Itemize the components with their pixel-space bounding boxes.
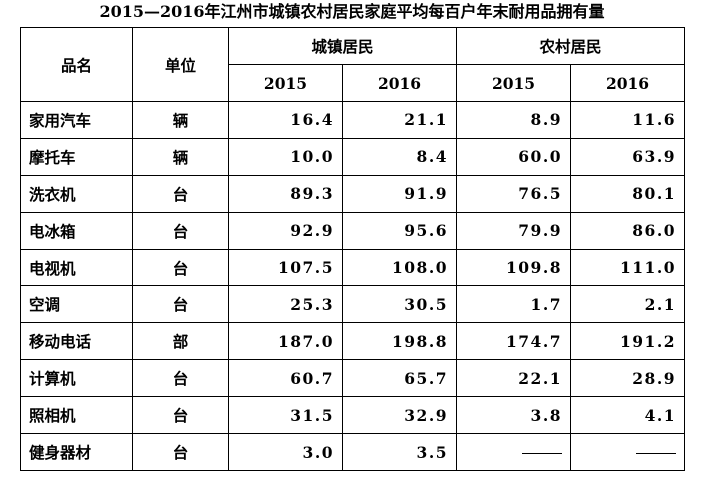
item-name-cell: 照相机	[20, 396, 133, 435]
table-row: 健身器材台 3.0 3.5	[20, 433, 686, 471]
header-row-2: 2015 2016 2015 2016	[21, 64, 686, 102]
header-unit: 单位	[132, 27, 229, 102]
rural-2015-cell	[456, 433, 572, 471]
rural-2016-cell: 4.1	[570, 396, 686, 435]
item-name-cell: 洗衣机	[20, 174, 133, 213]
urban-2015-cell: 89.3	[228, 174, 343, 213]
rural-2015-cell: 1.7	[456, 285, 572, 324]
rural-2015-cell: 3.8	[456, 396, 572, 435]
unit-cell: 台	[132, 433, 229, 471]
urban-2015-cell: 25.3	[228, 285, 343, 324]
rural-2016-cell: 63.9	[570, 137, 686, 176]
urban-2015-cell: 60.7	[228, 359, 343, 398]
unit-cell: 台	[132, 396, 229, 435]
unit-cell: 部	[132, 322, 229, 361]
item-name-cell: 计算机	[20, 359, 133, 398]
table-row: 空调台 25.3 30.5 1.7 2.1	[20, 285, 686, 324]
rural-2015-cell: 174.7	[456, 322, 572, 361]
unit-cell: 台	[132, 248, 229, 287]
header-urban: 城镇居民	[227, 27, 458, 65]
urban-2016-cell: 3.5	[341, 433, 458, 471]
header-year-urban-2016: 2016	[341, 64, 458, 102]
rural-2016-cell: 11.6	[570, 101, 686, 139]
header-item: 品名	[20, 27, 133, 102]
rural-2015-cell: 60.0	[456, 137, 572, 176]
rural-2015-cell: 79.9	[456, 211, 572, 250]
urban-2015-cell: 92.9	[228, 211, 343, 250]
urban-2016-cell: 95.6	[341, 211, 458, 250]
item-name-cell: 家用汽车	[20, 101, 133, 139]
rural-2016-cell: 111.0	[570, 248, 686, 287]
table-row: 计算机台 60.7 65.7 22.1 28.9	[20, 359, 686, 398]
no-data-dash	[522, 453, 563, 454]
item-name-cell: 电冰箱	[20, 211, 133, 250]
item-name-cell: 电视机	[20, 248, 133, 287]
table-row: 家用汽车辆 16.4 21.1 8.9 11.6	[20, 101, 686, 139]
header-year-urban-2015: 2015	[228, 64, 343, 102]
rural-2015-cell: 76.5	[456, 174, 572, 213]
unit-cell: 台	[132, 211, 229, 250]
unit-cell: 台	[132, 285, 229, 324]
header-year-rural-2015: 2015	[456, 64, 572, 102]
rural-2015-cell: 109.8	[456, 248, 572, 287]
table-row: 电视机台 107.5 108.0 109.8 111.0	[20, 248, 686, 287]
unit-cell: 辆	[132, 101, 229, 139]
unit-cell: 辆	[132, 137, 229, 176]
urban-2015-cell: 3.0	[228, 433, 343, 471]
header-year-rural-2016: 2016	[570, 64, 686, 102]
table-row: 照相机台 31.5 32.9 3.8 4.1	[20, 396, 686, 435]
rural-2016-cell: 2.1	[570, 285, 686, 324]
durables-table: 品名 单位 城镇居民 农村居民 2015 2016 2015 2016 家用汽车…	[20, 27, 686, 471]
header-rural: 农村居民	[456, 27, 686, 65]
urban-2016-cell: 32.9	[341, 396, 458, 435]
rural-2015-cell: 22.1	[456, 359, 572, 398]
rural-2016-cell	[570, 433, 686, 471]
header-row-1: 品名 单位 城镇居民 农村居民	[20, 27, 686, 102]
rural-2015-cell: 8.9	[456, 101, 572, 139]
rural-2016-cell: 28.9	[570, 359, 686, 398]
urban-2016-cell: 21.1	[341, 101, 458, 139]
table-row: 移动电话部 187.0 198.8 174.7 191.2	[20, 322, 686, 361]
item-name-cell: 空调	[20, 285, 133, 324]
item-name-cell: 摩托车	[20, 137, 133, 176]
urban-2016-cell: 8.4	[341, 137, 458, 176]
table-title: 2015—2016年江州市城镇农村居民家庭平均每百户年末耐用品拥有量	[99, 2, 605, 21]
table-row: 洗衣机台 89.3 91.9 76.5 80.1	[20, 174, 686, 213]
unit-cell: 台	[132, 359, 229, 398]
urban-2015-cell: 187.0	[228, 322, 343, 361]
urban-2015-cell: 16.4	[228, 101, 343, 139]
rural-2016-cell: 80.1	[570, 174, 686, 213]
unit-cell: 台	[132, 174, 229, 213]
table-row: 摩托车辆 10.0 8.4 60.0 63.9	[20, 137, 686, 176]
urban-2015-cell: 107.5	[228, 248, 343, 287]
urban-2016-cell: 91.9	[341, 174, 458, 213]
item-name-cell: 健身器材	[20, 433, 133, 471]
rural-2016-cell: 86.0	[570, 211, 686, 250]
urban-2016-cell: 30.5	[341, 285, 458, 324]
urban-2016-cell: 198.8	[341, 322, 458, 361]
item-name-cell: 移动电话	[20, 322, 133, 361]
no-data-dash	[636, 453, 677, 454]
urban-2016-cell: 108.0	[341, 248, 458, 287]
rural-2016-cell: 191.2	[570, 322, 686, 361]
urban-2016-cell: 65.7	[341, 359, 458, 398]
urban-2015-cell: 10.0	[228, 137, 343, 176]
urban-2015-cell: 31.5	[228, 396, 343, 435]
table-row: 电冰箱台 92.9 95.6 79.9 86.0	[20, 211, 686, 250]
